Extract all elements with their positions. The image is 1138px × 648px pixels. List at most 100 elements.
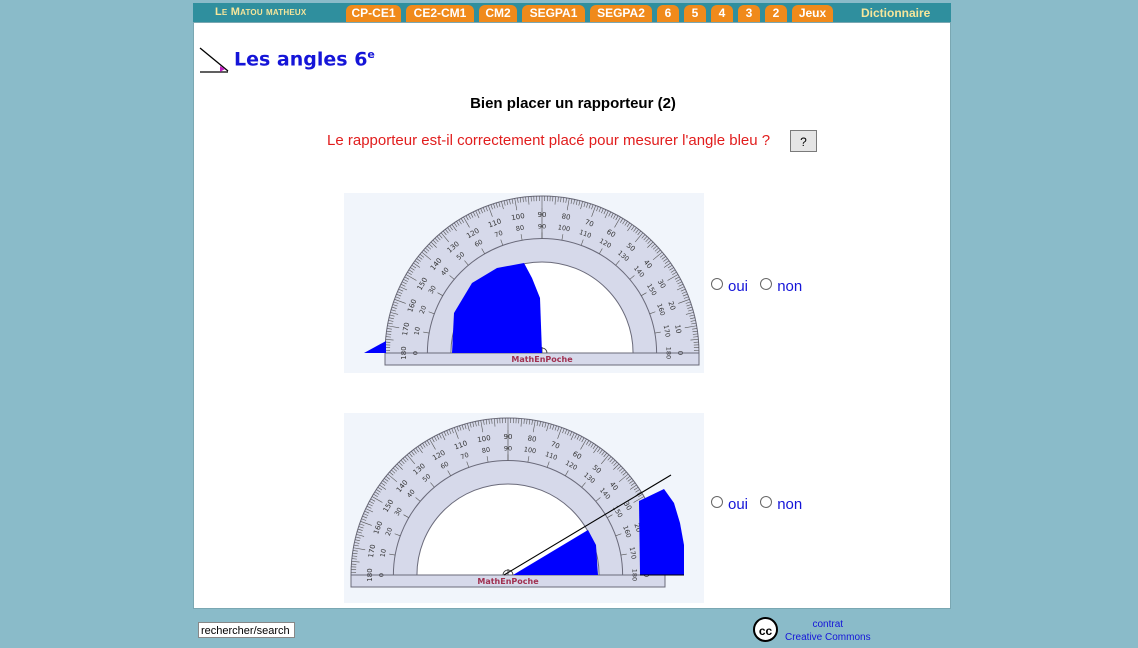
protractor-tick [391, 306, 397, 309]
protractor-label-outer: 40 [608, 480, 620, 492]
protractor-tick [416, 258, 421, 262]
protractor-tick [528, 196, 530, 205]
tab-segpa1[interactable]: SEGPA1 [522, 5, 585, 22]
protractor-tick [684, 325, 697, 329]
protractor-inner-tick [449, 275, 455, 280]
protractor-label-inner: 70 [459, 451, 470, 461]
protractor-tick [693, 336, 699, 338]
tab-4[interactable]: 4 [711, 5, 733, 22]
protractor-inner-tick [599, 248, 603, 254]
protractor-tick [399, 286, 408, 291]
help-button[interactable]: ? [790, 130, 817, 152]
protractor-tick [573, 199, 575, 205]
protractor-tick [503, 200, 506, 206]
protractor-tick [598, 207, 602, 213]
protractor-tick [390, 312, 399, 315]
protractor-tick [557, 427, 562, 439]
protractor-label-inner: 100 [557, 223, 571, 233]
protractor-label-inner: 30 [393, 506, 404, 517]
protractor-tick [569, 431, 573, 437]
protractor-tick [511, 198, 514, 204]
protractor-tick [578, 200, 581, 206]
protractor-tick [352, 550, 358, 552]
protractor-tick [445, 229, 449, 234]
protractor-inner-tick [561, 234, 564, 241]
protractor-tick [482, 207, 486, 213]
protractor-tick [390, 309, 396, 312]
tab-5[interactable]: 5 [684, 5, 706, 22]
protractor-tick [451, 224, 457, 232]
protractor-tick [491, 418, 493, 424]
protractor-tick [629, 484, 637, 490]
protractor-tick [469, 422, 472, 428]
brand-link[interactable]: Le Matou matheux [215, 6, 307, 18]
protractor-tick [423, 249, 428, 254]
protractor-tick [442, 230, 447, 236]
protractor-tick [557, 426, 560, 432]
protractor-tick [604, 210, 609, 219]
protractor-tick [627, 478, 632, 482]
protractor-label-outer: 170 [367, 544, 377, 559]
protractor-tick [532, 420, 536, 433]
protractor-tick [456, 221, 460, 226]
protractor-label-outer: 60 [605, 228, 617, 239]
protractor-tick [591, 205, 596, 217]
tab-cm2[interactable]: CM2 [479, 5, 517, 22]
protractor-tick [438, 234, 443, 239]
tab-ce2-cm1[interactable]: CE2-CM1 [406, 5, 474, 22]
protractor-tick [567, 430, 570, 436]
protractor-inner-tick [641, 292, 647, 296]
radio-oui-1[interactable] [711, 278, 723, 290]
protractor-tick [629, 480, 634, 484]
dictionary-link[interactable]: Dictionnaire [861, 6, 931, 20]
protractor-tick [620, 218, 624, 223]
protractor-tick [498, 201, 501, 207]
protractor-tick [637, 230, 642, 236]
protractor-tick [600, 454, 610, 465]
protractor-label-inner: 30 [427, 284, 438, 295]
protractor-label-outer: 20 [632, 522, 643, 533]
protractor-inner-tick [415, 497, 421, 502]
protractor-tick [388, 317, 394, 320]
protractor-tick [678, 299, 690, 304]
radio-non-2[interactable] [760, 496, 773, 508]
protractor-tick [477, 420, 480, 426]
protractor-label-inner: 50 [421, 472, 432, 483]
creative-commons-icon[interactable]: cc [753, 617, 778, 642]
protractor-label-outer: 90 [504, 433, 513, 441]
search-input[interactable]: rechercher/search [198, 622, 295, 638]
protractor-tick [592, 444, 597, 450]
protractor-tick [690, 317, 696, 320]
protractor-tick [407, 271, 412, 275]
protractor-tick [391, 469, 396, 474]
tab-3[interactable]: 3 [738, 5, 760, 22]
radio-oui-2[interactable] [711, 496, 723, 508]
protractor-inner-tick [423, 331, 430, 334]
tab-2[interactable]: 2 [765, 5, 787, 22]
protractor-tick [436, 236, 441, 241]
protractor-tick [690, 320, 696, 322]
protractor-tick [554, 196, 556, 205]
answer-row-2: oui non [711, 496, 810, 513]
protractor-tick [354, 539, 360, 542]
protractor-tick [385, 339, 394, 341]
creative-commons-link[interactable]: contrat Creative Commons [785, 619, 871, 643]
protractor-tick [468, 214, 471, 219]
protractor-tick [394, 465, 399, 470]
tab-segpa2[interactable]: SEGPA2 [590, 5, 652, 22]
protractor-tick [448, 429, 452, 435]
protractor-tick [400, 459, 405, 465]
protractor-inner-tick [546, 461, 550, 468]
protractor-tick [365, 508, 374, 513]
tab-cp-ce1[interactable]: CP-CE1 [346, 5, 401, 22]
tab-6[interactable]: 6 [657, 5, 679, 22]
tab-jeux[interactable]: Jeux [792, 5, 833, 22]
radio-non-1[interactable] [760, 278, 773, 290]
protractor-tick [351, 561, 360, 563]
protractor-tick [370, 498, 376, 502]
protractor-tick [419, 444, 424, 450]
protractor-tick [659, 253, 665, 258]
protractor-label-inner: 20 [418, 304, 428, 315]
protractor-inner-tick [447, 470, 451, 476]
